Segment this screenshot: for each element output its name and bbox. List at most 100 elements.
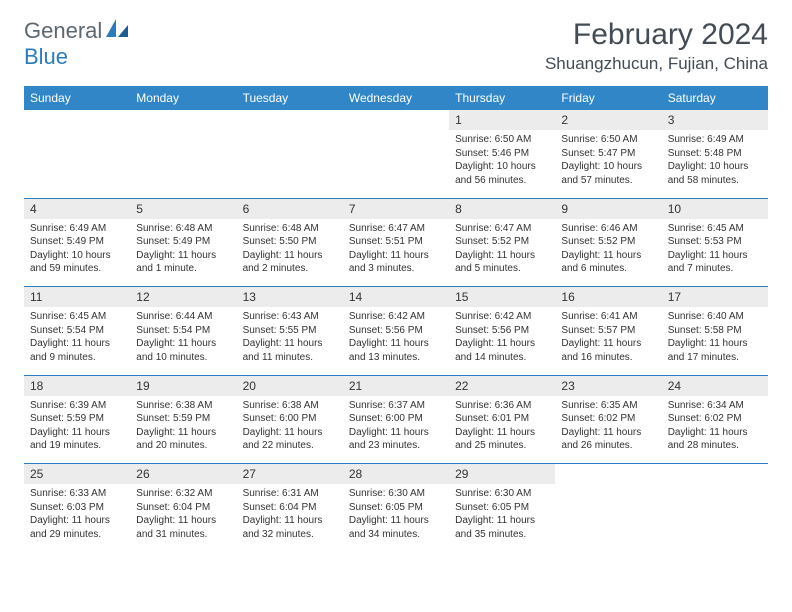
day-number: 2 [555, 110, 661, 130]
calendar-cell: 13Sunrise: 6:43 AMSunset: 5:55 PMDayligh… [237, 287, 343, 375]
day-details: Sunrise: 6:47 AMSunset: 5:52 PMDaylight:… [449, 219, 555, 282]
calendar-cell: 2Sunrise: 6:50 AMSunset: 5:47 PMDaylight… [555, 110, 661, 198]
day-number: 14 [343, 287, 449, 307]
calendar-week-row: 4Sunrise: 6:49 AMSunset: 5:49 PMDaylight… [24, 199, 768, 287]
calendar-cell: 20Sunrise: 6:38 AMSunset: 6:00 PMDayligh… [237, 376, 343, 464]
logo: General [24, 18, 132, 44]
day-details: Sunrise: 6:50 AMSunset: 5:46 PMDaylight:… [449, 130, 555, 193]
location: Shuangzhucun, Fujian, China [545, 54, 768, 74]
calendar-week-row: 1Sunrise: 6:50 AMSunset: 5:46 PMDaylight… [24, 110, 768, 198]
day-details: Sunrise: 6:30 AMSunset: 6:05 PMDaylight:… [343, 484, 449, 547]
day-details: Sunrise: 6:36 AMSunset: 6:01 PMDaylight:… [449, 396, 555, 459]
day-details: Sunrise: 6:44 AMSunset: 5:54 PMDaylight:… [130, 307, 236, 370]
day-number: 17 [662, 287, 768, 307]
calendar-cell [555, 464, 661, 552]
day-details: Sunrise: 6:49 AMSunset: 5:49 PMDaylight:… [24, 219, 130, 282]
calendar-cell: 16Sunrise: 6:41 AMSunset: 5:57 PMDayligh… [555, 287, 661, 375]
calendar-cell: 24Sunrise: 6:34 AMSunset: 6:02 PMDayligh… [662, 376, 768, 464]
calendar-cell: 9Sunrise: 6:46 AMSunset: 5:52 PMDaylight… [555, 199, 661, 287]
day-details: Sunrise: 6:38 AMSunset: 6:00 PMDaylight:… [237, 396, 343, 459]
day-number: 3 [662, 110, 768, 130]
calendar-cell: 5Sunrise: 6:48 AMSunset: 5:49 PMDaylight… [130, 199, 236, 287]
day-details: Sunrise: 6:40 AMSunset: 5:58 PMDaylight:… [662, 307, 768, 370]
day-number: 11 [24, 287, 130, 307]
day-details: Sunrise: 6:48 AMSunset: 5:49 PMDaylight:… [130, 219, 236, 282]
day-details: Sunrise: 6:34 AMSunset: 6:02 PMDaylight:… [662, 396, 768, 459]
day-details: Sunrise: 6:39 AMSunset: 5:59 PMDaylight:… [24, 396, 130, 459]
title-block: February 2024 Shuangzhucun, Fujian, Chin… [545, 18, 768, 74]
calendar-cell [662, 464, 768, 552]
day-number: 12 [130, 287, 236, 307]
day-number: 6 [237, 199, 343, 219]
calendar-cell: 27Sunrise: 6:31 AMSunset: 6:04 PMDayligh… [237, 464, 343, 552]
day-number: 21 [343, 376, 449, 396]
calendar-cell: 4Sunrise: 6:49 AMSunset: 5:49 PMDaylight… [24, 199, 130, 287]
calendar-cell: 19Sunrise: 6:38 AMSunset: 5:59 PMDayligh… [130, 376, 236, 464]
day-number: 19 [130, 376, 236, 396]
day-number: 1 [449, 110, 555, 130]
day-details: Sunrise: 6:42 AMSunset: 5:56 PMDaylight:… [449, 307, 555, 370]
day-details: Sunrise: 6:37 AMSunset: 6:00 PMDaylight:… [343, 396, 449, 459]
day-details: Sunrise: 6:32 AMSunset: 6:04 PMDaylight:… [130, 484, 236, 547]
calendar-cell: 25Sunrise: 6:33 AMSunset: 6:03 PMDayligh… [24, 464, 130, 552]
calendar-cell: 29Sunrise: 6:30 AMSunset: 6:05 PMDayligh… [449, 464, 555, 552]
day-number: 18 [24, 376, 130, 396]
calendar-week-row: 25Sunrise: 6:33 AMSunset: 6:03 PMDayligh… [24, 464, 768, 552]
day-number: 22 [449, 376, 555, 396]
calendar-cell: 10Sunrise: 6:45 AMSunset: 5:53 PMDayligh… [662, 199, 768, 287]
calendar-table: SundayMondayTuesdayWednesdayThursdayFrid… [24, 86, 768, 552]
calendar-cell: 12Sunrise: 6:44 AMSunset: 5:54 PMDayligh… [130, 287, 236, 375]
weekday-header: Friday [555, 86, 661, 110]
day-details: Sunrise: 6:35 AMSunset: 6:02 PMDaylight:… [555, 396, 661, 459]
logo-line2: Blue [24, 44, 68, 70]
day-details: Sunrise: 6:31 AMSunset: 6:04 PMDaylight:… [237, 484, 343, 547]
weekday-header: Wednesday [343, 86, 449, 110]
day-details: Sunrise: 6:42 AMSunset: 5:56 PMDaylight:… [343, 307, 449, 370]
calendar-body: 1Sunrise: 6:50 AMSunset: 5:46 PMDaylight… [24, 110, 768, 552]
day-number: 26 [130, 464, 236, 484]
day-number: 23 [555, 376, 661, 396]
calendar-week-row: 18Sunrise: 6:39 AMSunset: 5:59 PMDayligh… [24, 376, 768, 464]
calendar-cell [130, 110, 236, 198]
calendar-cell [24, 110, 130, 198]
logo-text-general: General [24, 18, 102, 44]
weekday-header: Saturday [662, 86, 768, 110]
calendar-week-row: 11Sunrise: 6:45 AMSunset: 5:54 PMDayligh… [24, 287, 768, 375]
day-details: Sunrise: 6:41 AMSunset: 5:57 PMDaylight:… [555, 307, 661, 370]
weekday-header: Tuesday [237, 86, 343, 110]
calendar-cell: 26Sunrise: 6:32 AMSunset: 6:04 PMDayligh… [130, 464, 236, 552]
header: General February 2024 Shuangzhucun, Fuji… [24, 18, 768, 74]
logo-sail-icon [106, 19, 130, 44]
calendar-cell: 22Sunrise: 6:36 AMSunset: 6:01 PMDayligh… [449, 376, 555, 464]
month-title: February 2024 [545, 18, 768, 52]
day-number: 13 [237, 287, 343, 307]
day-number: 4 [24, 199, 130, 219]
calendar-cell: 21Sunrise: 6:37 AMSunset: 6:00 PMDayligh… [343, 376, 449, 464]
day-number: 29 [449, 464, 555, 484]
day-details: Sunrise: 6:30 AMSunset: 6:05 PMDaylight:… [449, 484, 555, 547]
day-number: 9 [555, 199, 661, 219]
weekday-header: Sunday [24, 86, 130, 110]
calendar-cell: 8Sunrise: 6:47 AMSunset: 5:52 PMDaylight… [449, 199, 555, 287]
day-number: 8 [449, 199, 555, 219]
calendar-cell: 1Sunrise: 6:50 AMSunset: 5:46 PMDaylight… [449, 110, 555, 198]
calendar-cell: 6Sunrise: 6:48 AMSunset: 5:50 PMDaylight… [237, 199, 343, 287]
day-number: 16 [555, 287, 661, 307]
day-number: 28 [343, 464, 449, 484]
day-number: 5 [130, 199, 236, 219]
calendar-cell [237, 110, 343, 198]
day-details: Sunrise: 6:47 AMSunset: 5:51 PMDaylight:… [343, 219, 449, 282]
calendar-cell [343, 110, 449, 198]
day-number: 25 [24, 464, 130, 484]
weekday-header-row: SundayMondayTuesdayWednesdayThursdayFrid… [24, 86, 768, 110]
calendar-cell: 15Sunrise: 6:42 AMSunset: 5:56 PMDayligh… [449, 287, 555, 375]
day-details: Sunrise: 6:49 AMSunset: 5:48 PMDaylight:… [662, 130, 768, 193]
weekday-header: Thursday [449, 86, 555, 110]
calendar-cell: 14Sunrise: 6:42 AMSunset: 5:56 PMDayligh… [343, 287, 449, 375]
day-number: 7 [343, 199, 449, 219]
logo-text-blue: Blue [24, 44, 68, 69]
calendar-cell: 11Sunrise: 6:45 AMSunset: 5:54 PMDayligh… [24, 287, 130, 375]
day-number: 20 [237, 376, 343, 396]
day-details: Sunrise: 6:33 AMSunset: 6:03 PMDaylight:… [24, 484, 130, 547]
day-details: Sunrise: 6:43 AMSunset: 5:55 PMDaylight:… [237, 307, 343, 370]
